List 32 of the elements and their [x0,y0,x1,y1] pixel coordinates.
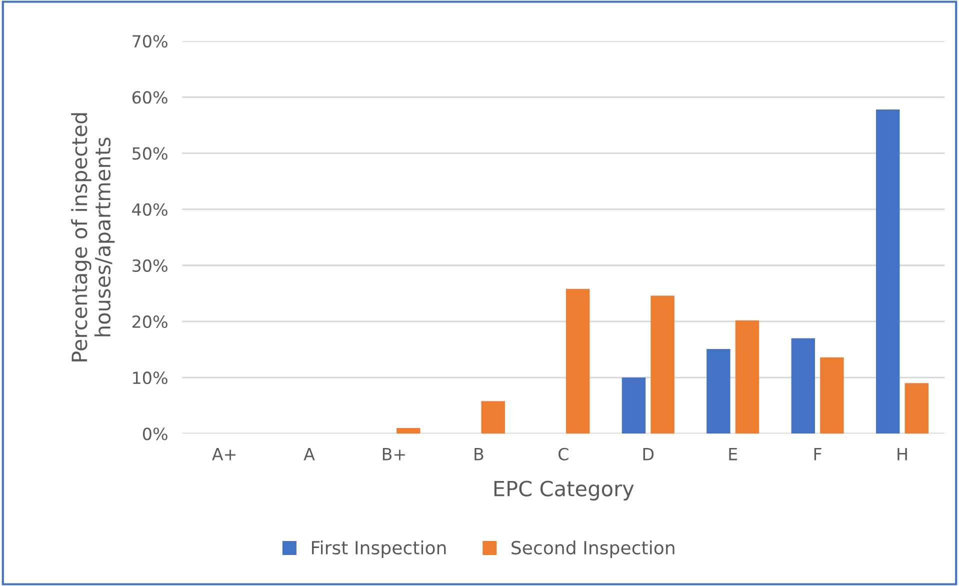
bar [622,378,646,434]
bar [735,320,760,434]
bar [876,109,900,434]
y-tick-label: 0% [142,428,168,440]
x-tick-label: H [898,448,907,460]
x-tick-label: F [814,448,822,460]
x-tick-label: B [474,448,484,460]
bar [566,288,590,434]
x-tick-label: D [643,448,654,460]
x-tick-label: B+ [382,448,405,460]
bar [791,338,816,434]
bar [396,428,420,434]
y-tick-label: 40% [132,203,168,216]
y-tick-label: 10% [133,372,168,384]
bar [904,383,929,434]
y-tick-label: 30% [132,259,168,272]
bar [820,357,844,434]
bar [650,296,674,434]
y-tick-label: 50% [132,147,168,160]
x-tick-label: E [729,448,738,460]
y-axis-title: Percentage of inspected houses/apartments [71,113,115,362]
x-axis-title: EPC Category [494,480,634,500]
y-tick-label: 20% [132,315,168,328]
legend-label: First Inspection [312,540,446,558]
y-tick-label: 70% [132,34,168,48]
y-tick-label: 60% [132,91,168,104]
x-tick-label: A+ [212,448,236,460]
x-tick-label: C [558,448,568,460]
bar [706,348,730,434]
x-tick-label: A [304,448,315,460]
legend-label: Second Inspection [512,540,674,558]
bar [481,401,505,434]
